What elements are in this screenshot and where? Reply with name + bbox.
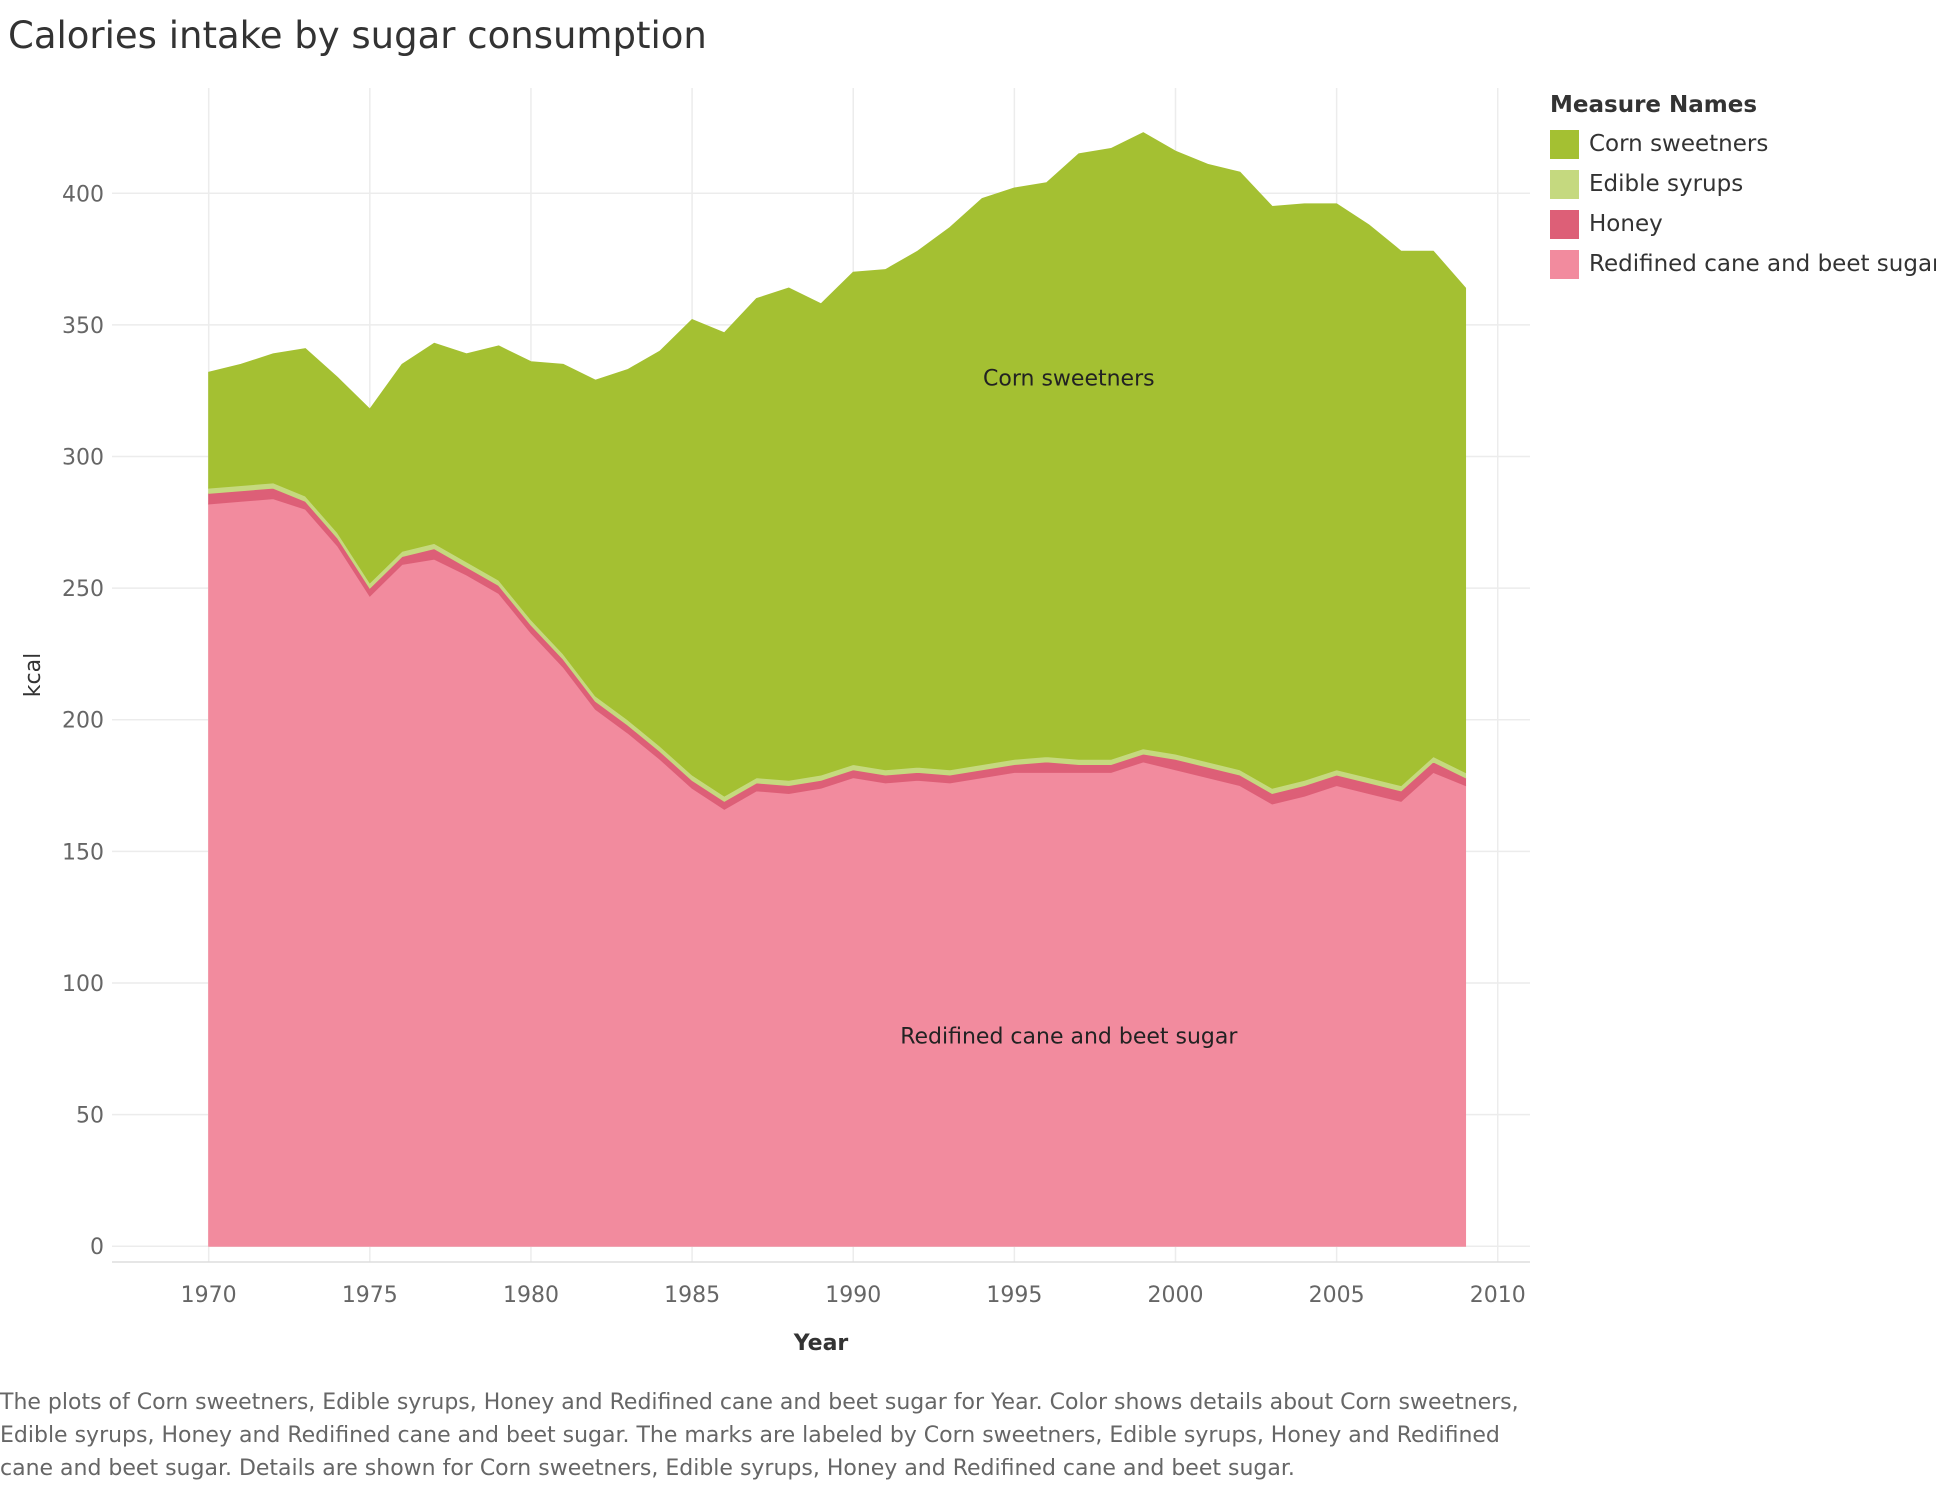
legend-item-honey[interactable]: Honey xyxy=(1550,204,1936,244)
x-tick-label: 2000 xyxy=(1148,1283,1204,1308)
legend-item-edible-syrups[interactable]: Edible syrups xyxy=(1550,164,1936,204)
legend-label: Corn sweetners xyxy=(1589,131,1769,157)
legend: Measure Names Corn sweetners Edible syrup… xyxy=(1550,92,1936,284)
x-tick-label: 1990 xyxy=(825,1283,881,1308)
y-axis-title: kcal xyxy=(21,653,46,697)
y-tick-label: 350 xyxy=(62,314,104,339)
area-corn-sweetners xyxy=(208,132,1467,797)
axis-layer: 0 50 100 150 200 250 300 350 400 1970 1975 1980 1985… xyxy=(21,182,1530,1356)
legend-swatch xyxy=(1550,249,1579,279)
chart-svg: 0 50 100 150 200 250 300 350 400 1970 1975 1980 1985… xyxy=(21,88,1530,1356)
legend-label: Redifined cane and beet sugar xyxy=(1589,251,1936,277)
legend-swatch xyxy=(1550,129,1579,159)
y-tick-label: 0 xyxy=(90,1235,104,1260)
y-tick-label: 150 xyxy=(62,840,104,865)
y-tick-label: 50 xyxy=(76,1104,104,1129)
x-tick-label: 2010 xyxy=(1470,1283,1526,1308)
x-tick-label: 1970 xyxy=(181,1283,237,1308)
chart-caption: The plots of Corn sweetners, Edible syru… xyxy=(0,1390,1519,1481)
legend-item-redifined-cane-and-beet-sugar[interactable]: Redifined cane and beet sugar xyxy=(1550,244,1936,284)
annotation-redifined-cane-and-beet-sugar: Redifined cane and beet sugar xyxy=(900,1025,1238,1050)
legend-items: Corn sweetners Edible syrups Honey Redifine… xyxy=(1550,124,1936,284)
legend-swatch xyxy=(1550,169,1579,199)
x-tick-label: 1980 xyxy=(503,1283,559,1308)
area-layer xyxy=(208,132,1467,1247)
annotation-layer: Corn sweetners Redifined cane and beet su… xyxy=(900,367,1238,1050)
x-tick-label: 1975 xyxy=(342,1283,398,1308)
x-tick-label: 2005 xyxy=(1309,1283,1365,1308)
y-tick-label: 100 xyxy=(62,972,104,997)
y-tick-label: 250 xyxy=(62,577,104,602)
annotation-corn-sweetners: Corn sweetners xyxy=(983,367,1155,392)
chart-title: Calories intake by sugar consumption xyxy=(8,14,707,57)
legend-label: Edible syrups xyxy=(1589,171,1744,197)
x-axis-title: Year xyxy=(793,1331,849,1356)
y-tick-label: 200 xyxy=(62,709,104,734)
x-tick-label: 1985 xyxy=(664,1283,720,1308)
legend-item-corn-sweetners[interactable]: Corn sweetners xyxy=(1550,124,1936,164)
legend-label: Honey xyxy=(1589,211,1663,237)
x-tick-label: 1995 xyxy=(986,1283,1042,1308)
y-tick-label: 300 xyxy=(62,446,104,471)
y-tick-label: 400 xyxy=(62,182,104,207)
legend-swatch xyxy=(1550,209,1579,239)
legend-title: Measure Names xyxy=(1550,92,1758,118)
